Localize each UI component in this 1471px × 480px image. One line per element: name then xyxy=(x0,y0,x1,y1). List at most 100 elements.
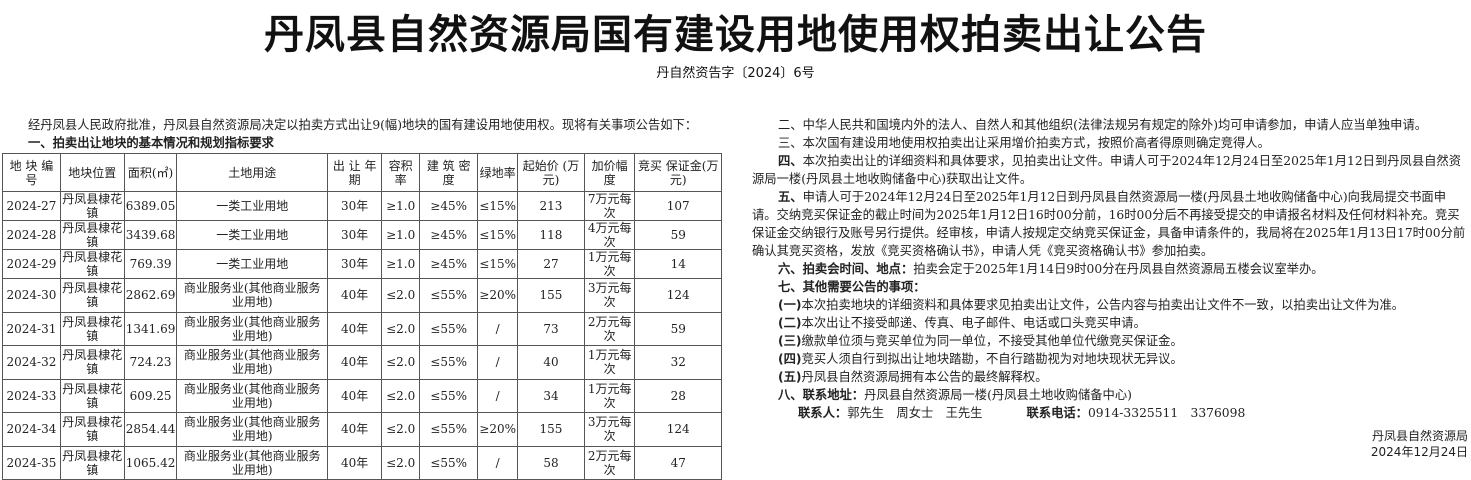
table-cell: 40 xyxy=(517,345,585,380)
table-cell: 商业服务业(其他商业服务业用地) xyxy=(176,378,329,413)
table-cell: ≤55% xyxy=(419,445,479,480)
table-cell: 40年 xyxy=(327,378,383,413)
table-cell: 124 xyxy=(634,278,722,313)
notice-item: (四)竞买人须自行到拟出让地块踏勘，不自行踏勘视为对地块现状无异议。 xyxy=(752,350,1468,368)
table-cell: ≤55% xyxy=(419,278,479,313)
table-cell: 4万元每次 xyxy=(583,220,636,250)
table-header-row: 地 块 编 号地块位置 面积(㎡) 土地用途出 让 年 期容积率建 筑 密 度绿地率… xyxy=(2,153,722,192)
table-cell: 丹凤县棣花镇 xyxy=(59,345,125,380)
table-cell: ≥45% xyxy=(419,249,479,279)
table-cell: 丹凤县棣花镇 xyxy=(59,445,125,480)
section-4: 四、本次拍卖出让的详细资料和具体要求，见拍卖出让文件。申请人可于2024年12月… xyxy=(752,152,1468,188)
table-cell: 2024-32 xyxy=(2,345,61,380)
notice-item-number: (二) xyxy=(778,316,802,330)
table-cell: ≥1.0 xyxy=(381,220,421,250)
table-cell: 6389.05 xyxy=(123,191,178,221)
column-header: 加价幅度 xyxy=(583,153,636,192)
table-cell: 丹凤县棣花镇 xyxy=(59,191,125,221)
notice-item: (三)缴款单位须与竞买单位为同一单位，不接受其他单位代缴竞买保证金。 xyxy=(752,332,1468,350)
section-6-text: 拍卖会定于2025年1月14日9时00分在丹凤县自然资源局五楼会议室举办。 xyxy=(913,262,1324,276)
table-cell: 3439.68 xyxy=(123,220,178,250)
table-cell: 40年 xyxy=(327,278,383,313)
table-row: 2024-29 丹凤县棣花镇 769.39 一类工业用地 30年 ≥1.0 ≥45% ≤15%… xyxy=(2,249,722,279)
column-header: 起始价 (万元) xyxy=(517,153,585,192)
contact-person-label: 联系人： xyxy=(798,406,848,420)
table-cell: 107 xyxy=(634,191,722,221)
table-cell: 3万元每次 xyxy=(583,278,636,313)
table-cell: 一类工业用地 xyxy=(176,191,329,221)
table-cell: 40年 xyxy=(327,412,383,447)
table-cell: ≤15% xyxy=(477,220,519,250)
table-cell: 40年 xyxy=(327,311,383,346)
table-cell: ≤2.0 xyxy=(381,445,421,480)
table-cell: 118 xyxy=(517,220,585,250)
column-header: 绿地率 xyxy=(477,153,519,192)
notice-item: (二)本次出让不接受邮递、传真、电子邮件、电话或口头竞买申请。 xyxy=(752,314,1468,332)
table-cell: 2万元每次 xyxy=(583,445,636,480)
table-cell: / xyxy=(477,378,519,413)
table-row: 2024-34 丹凤县棣花镇 2854.44 商业服务业(其他商业服务业用地) 40年 ≤… xyxy=(2,412,722,447)
notice-item-number: (一) xyxy=(778,298,802,312)
table-cell: 40年 xyxy=(327,345,383,380)
table-cell: 30年 xyxy=(327,191,383,221)
table-cell: 丹凤县棣花镇 xyxy=(59,412,125,447)
sign-date: 2024年12月24日 xyxy=(1370,445,1468,459)
notice-item-number: (三) xyxy=(778,334,802,348)
table-cell: ≤15% xyxy=(477,249,519,279)
table-cell: 2024-35 xyxy=(2,445,61,480)
column-header: 容积率 xyxy=(381,153,421,192)
table-row: 2024-30 丹凤县棣花镇 2862.69 商业服务业(其他商业服务业用地) 40年 ≤… xyxy=(2,278,722,313)
section-4-heading: 四、 xyxy=(778,154,803,168)
table-cell: 2万元每次 xyxy=(583,311,636,346)
notice-item-number: (五) xyxy=(778,370,802,384)
table-cell: 商业服务业(其他商业服务业用地) xyxy=(176,311,329,346)
notice-item: (五)丹凤县自然资源局拥有本公告的最终解释权。 xyxy=(752,368,1468,386)
table-cell: 2024-34 xyxy=(2,412,61,447)
table-cell: 1065.42 xyxy=(123,445,178,480)
table-cell: ≤2.0 xyxy=(381,378,421,413)
table-cell: 59 xyxy=(634,220,722,250)
section-5: 五、申请人可于2024年12月24日至2025年1月12日到丹凤县自然资源局一楼… xyxy=(752,188,1468,260)
table-cell: 2854.44 xyxy=(123,412,178,447)
table-cell: 丹凤县棣花镇 xyxy=(59,311,125,346)
table-cell: 124 xyxy=(634,412,722,447)
table-cell: 一类工业用地 xyxy=(176,249,329,279)
section-2: 二、中华人民共和国境内外的法人、自然人和其他组织(法律法规另有规定的除外)均可申… xyxy=(778,118,1428,132)
table-cell: 1万元每次 xyxy=(583,378,636,413)
table-cell: ≥20% xyxy=(477,278,519,313)
table-cell: 27 xyxy=(517,249,585,279)
section-5-text: 申请人可于2024年12月24日至2025年1月12日到丹凤县自然资源局一楼(丹… xyxy=(752,190,1466,258)
contact-address: 丹凤县自然资源局一楼(丹凤县土地收购储备中心) xyxy=(864,388,1132,402)
section-7-list: (一)本次拍卖地块的详细资料和具体要求见拍卖出让文件，公告内容与拍卖出让文件不一… xyxy=(752,296,1468,386)
section-7-heading: 七、其他需要公告的事项： xyxy=(778,280,926,294)
table-cell: 155 xyxy=(517,412,585,447)
table-cell: ≤2.0 xyxy=(381,278,421,313)
notice-item-text: 缴款单位须与竞买单位为同一单位，不接受其他单位代缴竞买保证金。 xyxy=(801,334,1183,348)
table-cell: 1万元每次 xyxy=(583,249,636,279)
notice-item-text: 竞买人须自行到拟出让地块踏勘，不自行踏勘视为对地块现状无异议。 xyxy=(801,352,1183,366)
section-6: 六、拍卖会时间、地点：拍卖会定于2025年1月14日9时00分在丹凤县自然资源局… xyxy=(752,260,1468,278)
column-header: 建 筑 密 度 xyxy=(419,153,479,192)
table-cell: ≤55% xyxy=(419,311,479,346)
section-1-title: 一、拍卖出让地块的基本情况和规划指标要求 xyxy=(28,136,274,150)
table-cell: 724.23 xyxy=(123,345,178,380)
table-cell: 14 xyxy=(634,249,722,279)
table-cell: / xyxy=(477,445,519,480)
signer: 丹凤县自然资源局 xyxy=(1371,429,1468,443)
table-row: 2024-27 丹凤县棣花镇 6389.05 一类工业用地 30年 ≥1.0 ≥45% ≤15… xyxy=(2,191,722,221)
table-cell: 58 xyxy=(517,445,585,480)
column-header: 出 让 年 期 xyxy=(327,153,383,192)
phone-numbers: 0914-3325511 3376098 xyxy=(1087,406,1246,420)
table-cell: 商业服务业(其他商业服务业用地) xyxy=(176,345,329,380)
table-row: 2024-33 丹凤县棣花镇 609.25 商业服务业(其他商业服务业用地) 40年 ≤2… xyxy=(2,378,722,413)
table-cell: 213 xyxy=(517,191,585,221)
section-5-heading: 五、 xyxy=(778,190,803,204)
table-cell: 2024-31 xyxy=(2,311,61,346)
column-header: 土地用途 xyxy=(176,153,329,192)
intro-paragraph: 经丹凤县人民政府批准，丹凤县自然资源局决定以拍卖方式出让9(幅)地块的国有建设用… xyxy=(28,118,698,132)
table-cell: 34 xyxy=(517,378,585,413)
table-cell: 30年 xyxy=(327,249,383,279)
table-cell: ≥1.0 xyxy=(381,191,421,221)
page-title: 丹凤县自然资源局国有建设用地使用权拍卖出让公告 xyxy=(264,12,1207,58)
table-cell: ≤55% xyxy=(419,412,479,447)
